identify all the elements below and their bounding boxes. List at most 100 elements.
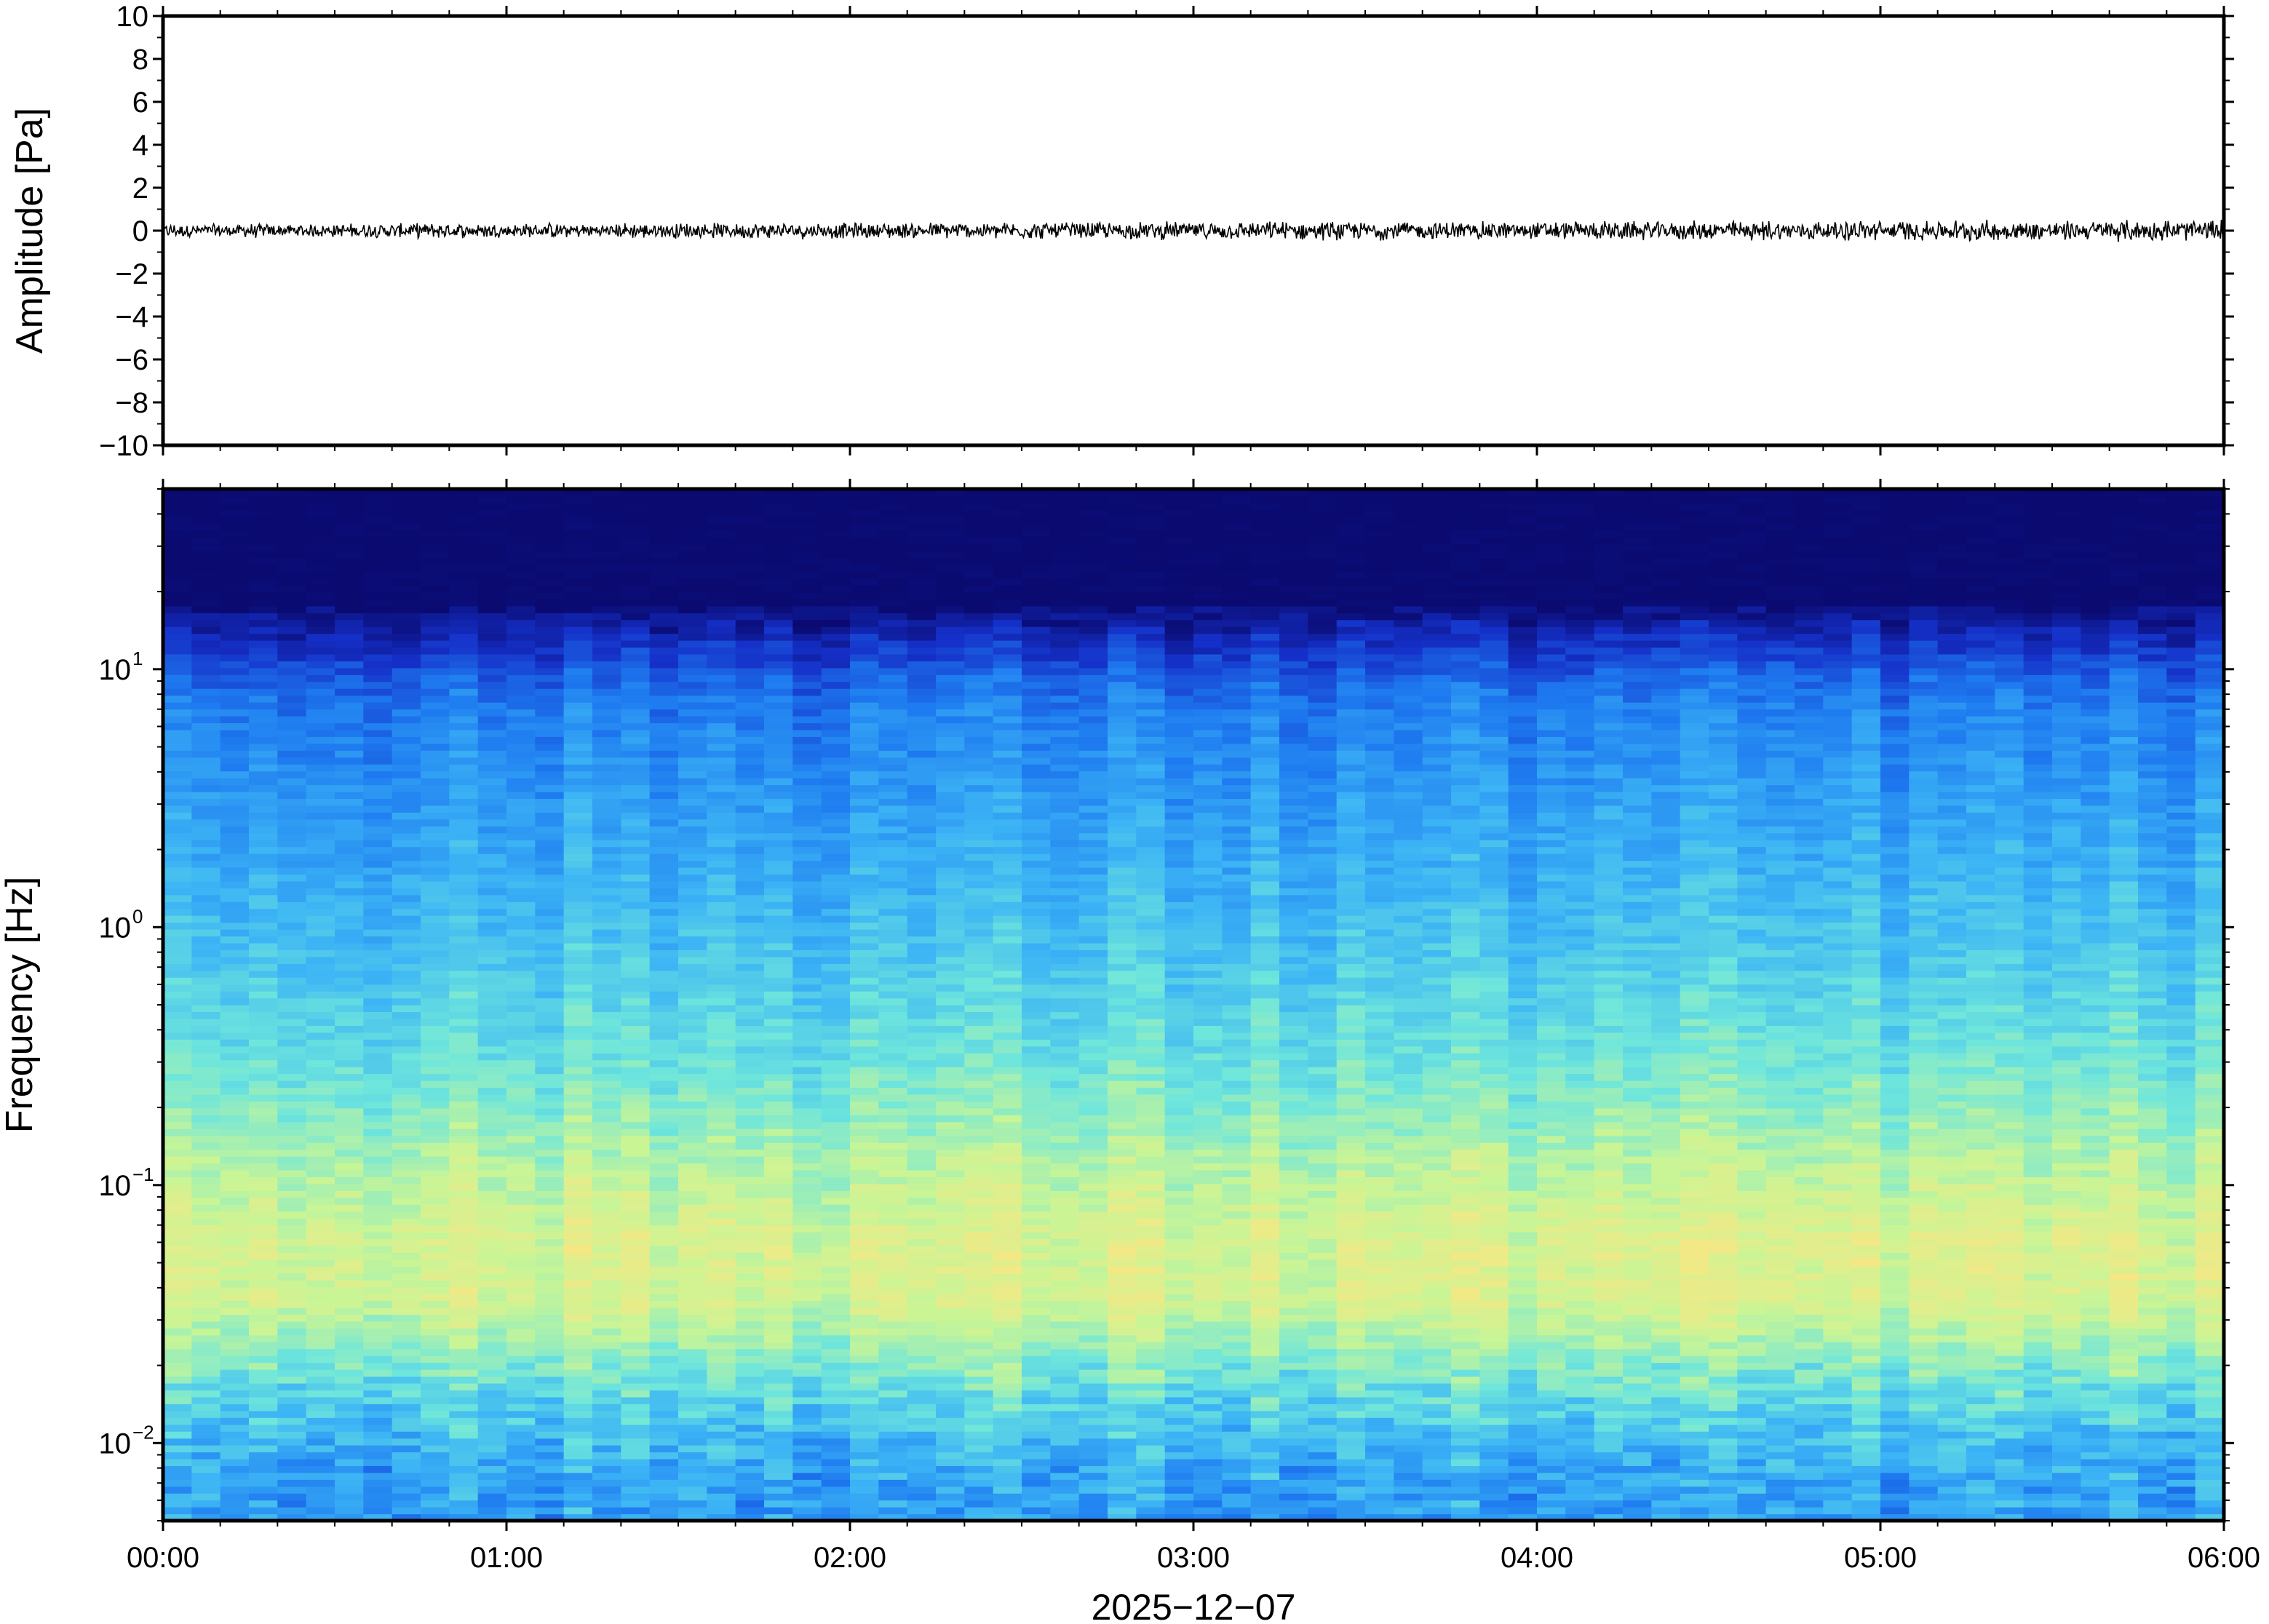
spectrogram-cell bbox=[764, 956, 793, 964]
spectrogram-cell bbox=[735, 846, 765, 854]
spectrogram-cell bbox=[850, 771, 879, 779]
spectrogram-cell bbox=[878, 1417, 908, 1425]
spectrogram-cell bbox=[621, 874, 651, 882]
spectrogram-cell bbox=[878, 1101, 908, 1109]
spectrogram-cell bbox=[964, 551, 994, 559]
spectrogram-cell bbox=[392, 1149, 421, 1157]
spectrogram-cell bbox=[277, 1445, 307, 1453]
spectrogram-cell bbox=[621, 791, 651, 799]
spectrogram-cell bbox=[220, 723, 250, 731]
spectrogram-cell bbox=[363, 784, 393, 792]
spectrogram-cell bbox=[821, 1348, 851, 1356]
spectrogram-cell bbox=[477, 653, 507, 661]
spectrogram-cell bbox=[1022, 1410, 1051, 1418]
spectrogram-cell bbox=[220, 743, 250, 751]
spectrogram-cell bbox=[907, 805, 937, 813]
spectrogram-cell bbox=[964, 1163, 994, 1171]
spectrogram-cell bbox=[850, 729, 879, 737]
spectrogram-cell bbox=[220, 564, 250, 573]
spectrogram-cell bbox=[506, 963, 536, 971]
spectrogram-cell bbox=[563, 613, 593, 621]
spectrogram-cell bbox=[249, 661, 278, 669]
spectrogram-cell bbox=[363, 1431, 393, 1439]
spectrogram-cell bbox=[163, 1259, 192, 1267]
spectrogram-cell bbox=[707, 791, 736, 799]
spectrogram-cell bbox=[1050, 1334, 1080, 1342]
spectrogram-cell bbox=[850, 812, 879, 820]
spectrogram-cell bbox=[1078, 1472, 1108, 1480]
spectrogram-cell bbox=[649, 894, 679, 902]
spectrogram-cell bbox=[707, 1245, 736, 1253]
spectrogram-cell bbox=[621, 523, 651, 531]
spectrogram-cell bbox=[821, 778, 851, 786]
spectrogram-cell bbox=[993, 1404, 1022, 1412]
spectrogram-cell bbox=[392, 936, 421, 944]
spectrogram-cell bbox=[163, 771, 192, 779]
spectrogram-cell bbox=[163, 1500, 192, 1508]
spectrogram-cell bbox=[563, 509, 593, 517]
spectrogram-cell bbox=[850, 874, 879, 882]
spectrogram-cell bbox=[563, 791, 593, 799]
spectrogram-cell bbox=[392, 1238, 421, 1246]
spectrogram-cell bbox=[936, 509, 965, 517]
spectrogram-cell bbox=[277, 998, 307, 1006]
spectrogram-cell bbox=[792, 1321, 822, 1329]
spectrogram-cell bbox=[821, 908, 851, 916]
spectrogram-cell bbox=[191, 585, 221, 593]
spectrogram-cell bbox=[220, 647, 250, 655]
spectrogram-cell bbox=[363, 840, 393, 848]
spectrogram-cell bbox=[1022, 963, 1051, 971]
spectrogram-cell bbox=[392, 647, 421, 655]
spectrogram-cell bbox=[363, 674, 393, 682]
spectrogram-cell bbox=[878, 853, 908, 861]
spectrogram-cell bbox=[477, 530, 507, 538]
spectrogram-cell bbox=[735, 1294, 765, 1302]
spectrogram-cell bbox=[621, 1129, 651, 1137]
spectrogram-cell bbox=[592, 991, 621, 999]
spectrogram-cell bbox=[649, 1410, 679, 1418]
spectrogram-cell bbox=[878, 894, 908, 902]
spectrogram-cell bbox=[1050, 715, 1080, 724]
spectrogram-cell bbox=[592, 626, 621, 634]
spectrogram-cell bbox=[477, 1465, 507, 1473]
spectrogram-cell bbox=[964, 557, 994, 565]
spectrogram-cell bbox=[821, 1238, 851, 1246]
spectrogram-cell bbox=[850, 998, 879, 1006]
spectrogram-cell bbox=[449, 661, 479, 669]
spectrogram-cell bbox=[735, 647, 765, 655]
spectrogram-cell bbox=[621, 1225, 651, 1233]
spectrogram-cell bbox=[592, 1211, 621, 1219]
spectrogram-cell bbox=[421, 702, 450, 710]
spectrogram-cell bbox=[678, 674, 707, 682]
spectrogram-cell bbox=[936, 530, 965, 538]
spectrogram-cell bbox=[220, 1011, 250, 1019]
spectrogram-cell bbox=[792, 1396, 822, 1404]
spectrogram-cell bbox=[306, 495, 335, 503]
spectrogram-cell bbox=[792, 1218, 822, 1226]
spectrogram-cell bbox=[707, 640, 736, 648]
spectrogram-cell bbox=[707, 1404, 736, 1412]
spectrogram-cell bbox=[335, 1438, 364, 1446]
spectrogram-cell bbox=[163, 778, 192, 786]
spectrogram-cell bbox=[363, 819, 393, 827]
spectrogram-cell bbox=[1022, 853, 1051, 861]
spectrogram-cell bbox=[449, 888, 479, 896]
spectrogram-cell bbox=[1050, 1231, 1080, 1240]
spectrogram-cell bbox=[764, 592, 793, 600]
spectrogram-cell bbox=[335, 1458, 364, 1466]
spectrogram-cell bbox=[306, 819, 335, 827]
spectrogram-cell bbox=[506, 1458, 536, 1466]
spectrogram-cell bbox=[421, 1321, 450, 1329]
spectrogram-cell bbox=[249, 1493, 278, 1501]
spectrogram-cell bbox=[649, 970, 679, 978]
spectrogram-cell bbox=[621, 991, 651, 999]
spectrogram-cell bbox=[392, 764, 421, 772]
spectrogram-cell bbox=[1078, 1280, 1108, 1288]
spectrogram-cell bbox=[306, 867, 335, 875]
spectrogram-cell bbox=[1050, 1087, 1080, 1095]
spectrogram-cell bbox=[191, 688, 221, 696]
spectrogram-cell bbox=[907, 599, 937, 607]
spectrogram-cell bbox=[249, 1005, 278, 1013]
spectrogram-cell bbox=[306, 936, 335, 944]
spectrogram-cell bbox=[792, 1163, 822, 1171]
